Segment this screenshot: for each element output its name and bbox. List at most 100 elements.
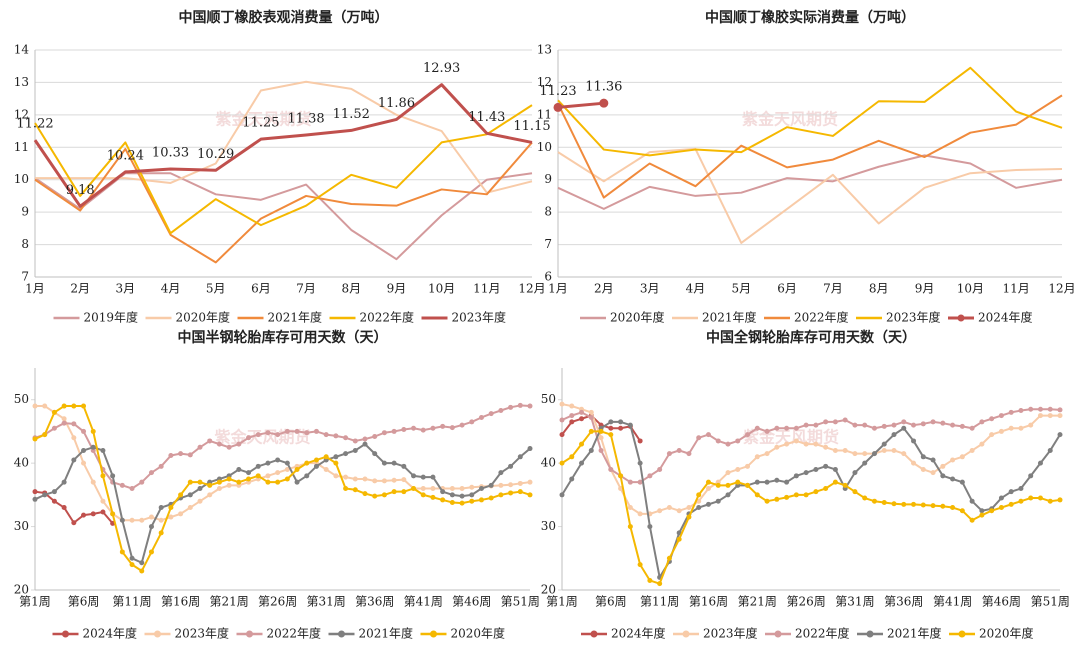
point <box>930 419 936 425</box>
point <box>911 501 917 507</box>
legend-marker <box>62 630 69 638</box>
point <box>226 444 232 450</box>
point <box>911 460 917 466</box>
point <box>881 423 887 429</box>
point <box>813 441 819 447</box>
point <box>735 466 741 472</box>
point <box>352 476 358 482</box>
point <box>813 422 819 428</box>
point <box>498 492 504 498</box>
point <box>323 432 329 438</box>
y-tick-label: 12 <box>14 107 29 121</box>
point <box>676 536 682 542</box>
x-tick-label: 第6周 <box>68 595 100 609</box>
point <box>265 473 271 479</box>
y-tick-label: 13 <box>14 75 29 89</box>
legend-marker <box>957 314 965 322</box>
point <box>598 428 604 434</box>
point <box>216 486 222 492</box>
point <box>764 451 770 457</box>
x-tick-label: 3月 <box>640 282 660 296</box>
point <box>618 473 624 479</box>
point <box>579 416 585 422</box>
x-tick-label: 4月 <box>686 282 706 296</box>
point <box>637 438 643 444</box>
point <box>676 447 682 453</box>
legend-marker <box>774 630 782 638</box>
point <box>569 476 575 482</box>
legend-marker <box>958 630 966 638</box>
x-tick-label: 6月 <box>251 282 271 296</box>
point <box>508 482 514 488</box>
point <box>449 425 455 431</box>
point <box>911 422 917 428</box>
point <box>216 479 222 485</box>
x-tick-label: 第26周 <box>258 595 297 609</box>
point <box>148 470 154 476</box>
point <box>265 430 271 436</box>
point <box>100 447 106 453</box>
point <box>391 428 397 434</box>
point <box>657 508 663 514</box>
legend-marker <box>154 630 161 638</box>
legend-label: 2023年度 <box>175 626 230 641</box>
point <box>940 473 946 479</box>
point <box>1037 413 1043 419</box>
point <box>158 505 164 511</box>
series-line <box>34 405 531 572</box>
point <box>294 479 300 485</box>
point <box>333 433 339 439</box>
legend-marker <box>338 630 345 638</box>
point <box>459 486 465 492</box>
point <box>1008 409 1014 415</box>
point <box>637 479 643 485</box>
point <box>784 441 790 447</box>
point <box>42 403 48 409</box>
point <box>979 508 985 514</box>
point <box>517 489 523 495</box>
point <box>998 495 1004 501</box>
point <box>352 447 358 453</box>
point <box>1057 432 1063 438</box>
series-line <box>561 430 1061 585</box>
point <box>197 444 203 450</box>
point <box>158 530 164 536</box>
point <box>754 425 760 431</box>
legend-label: 2020年度 <box>176 310 231 325</box>
point <box>51 489 57 495</box>
point <box>469 492 475 498</box>
y-tick-label: 7 <box>544 237 552 251</box>
point <box>959 479 965 485</box>
point <box>842 417 848 423</box>
point <box>618 419 624 425</box>
point <box>343 474 349 480</box>
legend-label: 2021年度 <box>702 310 757 325</box>
y-tick-label: 40 <box>541 456 556 470</box>
point <box>508 490 514 496</box>
y-tick-label: 11 <box>14 140 29 154</box>
data-label: 11.22 <box>16 117 53 132</box>
point <box>51 498 57 504</box>
data-label: 11.43 <box>468 110 505 125</box>
x-tick-label: 第41周 <box>404 595 443 609</box>
point <box>362 441 368 447</box>
point <box>569 419 575 425</box>
point <box>930 470 936 476</box>
point <box>959 454 965 460</box>
point <box>1018 407 1024 413</box>
point <box>61 403 67 409</box>
point <box>598 447 604 453</box>
point <box>284 476 290 482</box>
point <box>119 549 125 555</box>
point <box>411 425 417 431</box>
point <box>959 423 965 429</box>
point <box>832 479 838 485</box>
point <box>478 497 484 503</box>
point <box>381 460 387 466</box>
point <box>294 466 300 472</box>
point <box>559 492 565 498</box>
point <box>391 460 397 466</box>
point <box>608 419 614 425</box>
point <box>372 451 378 457</box>
point <box>81 428 87 434</box>
